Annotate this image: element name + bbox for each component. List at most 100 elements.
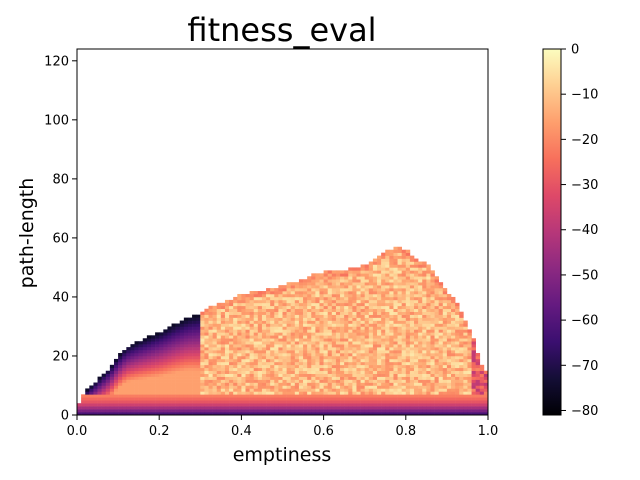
heatmap-cell [385,326,390,330]
heatmap-cell [364,267,370,271]
heatmap-cell [405,412,411,416]
heatmap-cell [331,355,337,360]
heatmap-cell [344,361,349,366]
heatmap-cell [372,332,378,336]
heatmap-cell [167,335,172,339]
heatmap-cell [155,335,160,339]
heatmap-cell [122,373,127,377]
heatmap-cell [393,326,398,330]
heatmap-cell [253,373,259,377]
heatmap-cell [389,370,394,374]
heatmap-cell [113,406,119,410]
heatmap-cell [356,361,361,366]
heatmap-cell [405,409,411,413]
heatmap-cell [155,382,160,386]
heatmap-cell [163,403,168,407]
heatmap-cell [335,397,341,401]
heatmap-cell [241,355,246,360]
heatmap-cell [414,302,419,307]
heatmap-cell [327,403,333,407]
heatmap-cell [426,385,431,389]
heatmap-cell [138,397,144,401]
heatmap-cell [323,285,329,289]
heatmap-cell [212,317,218,321]
heatmap-cell [426,326,431,330]
heatmap-cell [237,355,242,360]
heatmap-cell [385,397,390,401]
heatmap-cell [138,358,144,363]
heatmap-cell [146,385,152,389]
heatmap-cell [340,270,345,274]
heatmap-cell [344,270,349,274]
heatmap-cell [196,364,201,369]
heatmap-cell [183,379,189,383]
heatmap-cell [451,353,456,357]
heatmap-cell [175,385,181,389]
heatmap-cell [381,299,386,304]
heatmap-cell [430,388,435,392]
heatmap-cell [323,320,329,324]
heatmap-cell [274,364,279,369]
heatmap-cell [434,358,439,363]
heatmap-cell [393,373,398,377]
heatmap-cell [224,409,230,413]
heatmap-cell [249,317,255,321]
heatmap-cell [430,332,435,336]
heatmap-cell [290,385,296,389]
heatmap-cell [261,358,267,363]
heatmap-cell [422,388,427,392]
heatmap-cell [389,353,394,357]
heatmap-cell [463,373,468,377]
heatmap-cell [171,376,176,380]
heatmap-cell [175,353,181,357]
heatmap-cell [414,335,419,339]
heatmap-cell [241,394,246,398]
heatmap-cell [261,364,267,369]
heatmap-cell [426,409,431,413]
heatmap-cell [163,391,168,395]
heatmap-cell [134,388,139,392]
heatmap-cell [364,397,370,401]
heatmap-cell [294,338,300,342]
heatmap-cell [352,338,357,342]
heatmap-cell [253,397,259,401]
heatmap-cell [409,267,415,271]
heatmap-cell [426,350,431,354]
heatmap-cell [422,314,427,318]
heatmap-cell [109,379,115,383]
heatmap-cell [331,400,337,404]
heatmap-cell [167,409,172,413]
heatmap-cell [459,412,464,416]
heatmap-cell [241,358,246,363]
heatmap-cell [422,302,427,307]
heatmap-cell [122,364,127,369]
colorbar [542,48,562,416]
heatmap-cell [315,296,320,301]
heatmap-cell [216,397,222,401]
heatmap-cell [311,361,316,366]
heatmap-cell [463,329,468,333]
heatmap-cell [307,341,312,345]
heatmap-cell [360,358,365,363]
heatmap-cell [220,350,226,354]
heatmap-cell [183,394,189,398]
heatmap-cell [377,296,382,301]
heatmap-cell [233,373,238,377]
heatmap-cell [171,335,176,339]
heatmap-cell [319,361,324,366]
heatmap-cell [401,282,407,286]
heatmap-cell [183,350,189,354]
heatmap-cell [409,403,415,407]
heatmap-cell [405,361,411,366]
heatmap-cell [175,397,181,401]
heatmap-cell [405,388,411,392]
heatmap-cell [327,344,333,348]
heatmap-cell [282,412,287,416]
heatmap-cell [122,400,127,404]
heatmap-cell [352,382,357,386]
heatmap-cell [77,412,82,416]
heatmap-cell [385,291,390,295]
heatmap-cell [298,332,304,336]
heatmap-cell [245,361,250,366]
heatmap-cell [331,382,337,386]
